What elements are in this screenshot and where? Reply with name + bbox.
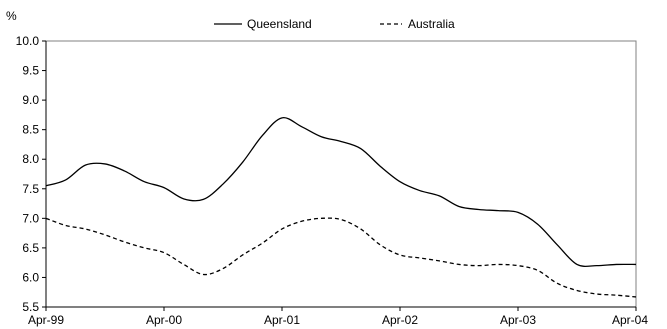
data-point-queensland — [614, 262, 618, 266]
data-point-queensland — [201, 197, 205, 201]
data-point-australia — [496, 262, 500, 266]
data-point-queensland — [536, 222, 540, 226]
data-point-queensland — [555, 243, 559, 247]
y-tick-label: 6.0 — [22, 270, 39, 284]
data-point-queensland — [398, 180, 402, 184]
data-point-australia — [280, 227, 284, 231]
legend-label-queensland: Queensland — [247, 17, 312, 31]
data-point-queensland — [280, 116, 284, 120]
data-point-queensland — [575, 262, 579, 266]
data-point-queensland — [496, 209, 500, 213]
data-point-queensland — [457, 205, 461, 209]
y-tick-label: 5.5 — [22, 300, 39, 314]
data-point-australia — [595, 292, 599, 296]
y-tick-label: 9.0 — [22, 93, 39, 107]
data-point-australia — [83, 227, 87, 231]
data-point-queensland — [418, 189, 422, 193]
data-point-queensland — [44, 184, 48, 188]
data-point-queensland — [182, 197, 186, 201]
x-tick-label: Apr-01 — [264, 313, 300, 327]
data-point-australia — [575, 288, 579, 292]
y-axis-unit-label: % — [6, 9, 17, 23]
x-tick-label: Apr-02 — [382, 313, 418, 327]
data-point-australia — [418, 256, 422, 260]
y-tick-label: 8.0 — [22, 152, 39, 166]
data-point-australia — [260, 241, 264, 245]
data-point-queensland — [103, 162, 107, 166]
data-point-australia — [64, 223, 68, 227]
data-point-queensland — [339, 139, 343, 143]
data-point-australia — [162, 251, 166, 255]
data-point-queensland — [595, 264, 599, 268]
data-point-australia — [319, 216, 323, 220]
series-line-queensland — [45, 117, 637, 267]
data-point-queensland — [378, 164, 382, 168]
data-point-queensland — [300, 125, 304, 129]
series-layer — [44, 116, 638, 299]
y-tick-label: 10.0 — [16, 34, 40, 48]
data-point-queensland — [359, 147, 363, 151]
data-point-australia — [398, 253, 402, 257]
y-tick-label: 7.5 — [22, 182, 39, 196]
data-point-queensland — [123, 169, 127, 173]
data-point-australia — [437, 259, 441, 263]
data-point-queensland — [319, 135, 323, 139]
data-point-queensland — [437, 194, 441, 198]
data-point-queensland — [477, 207, 481, 211]
data-point-australia — [359, 227, 363, 231]
data-point-queensland — [64, 178, 68, 182]
y-tick-label: 9.5 — [22, 64, 39, 78]
data-point-australia — [378, 243, 382, 247]
data-point-australia — [221, 267, 225, 271]
series-line-australia — [45, 217, 637, 298]
data-point-australia — [44, 216, 48, 220]
y-tick-label: 6.5 — [22, 241, 39, 255]
plot-area — [45, 40, 637, 308]
data-point-australia — [555, 281, 559, 285]
data-point-australia — [241, 253, 245, 257]
legend-label-australia: Australia — [408, 17, 455, 31]
data-point-australia — [201, 272, 205, 276]
data-point-australia — [516, 264, 520, 268]
x-tick-label: Apr-04 — [612, 313, 648, 327]
data-point-australia — [339, 218, 343, 222]
x-tick-label: Apr-99 — [28, 313, 64, 327]
x-axis: Apr-99 Apr-00 Apr-01 Apr-02 Apr-03 Apr-04 — [28, 306, 648, 327]
data-point-australia — [634, 295, 638, 299]
data-point-australia — [536, 268, 540, 272]
y-tick-label: 8.5 — [22, 123, 39, 137]
x-tick-label: Apr-00 — [146, 313, 182, 327]
data-point-queensland — [142, 180, 146, 184]
data-point-queensland — [241, 160, 245, 164]
data-point-australia — [477, 264, 481, 268]
data-point-queensland — [260, 134, 264, 138]
data-point-australia — [300, 219, 304, 223]
data-point-australia — [457, 262, 461, 266]
data-point-queensland — [221, 182, 225, 186]
data-point-australia — [614, 293, 618, 297]
data-point-queensland — [162, 186, 166, 190]
x-tick-label: Apr-03 — [500, 313, 536, 327]
y-tick-label: 7.0 — [22, 211, 39, 225]
data-point-queensland — [634, 262, 638, 266]
data-point-queensland — [83, 163, 87, 167]
y-axis: 5.5 6.0 6.5 7.0 7.5 8.0 8.5 9.0 9.5 10.0 — [16, 34, 47, 314]
data-point-australia — [103, 233, 107, 237]
data-point-queensland — [516, 210, 520, 214]
data-point-australia — [142, 246, 146, 250]
legend: Queensland Australia — [214, 17, 455, 31]
data-point-australia — [123, 240, 127, 244]
data-point-australia — [182, 262, 186, 266]
